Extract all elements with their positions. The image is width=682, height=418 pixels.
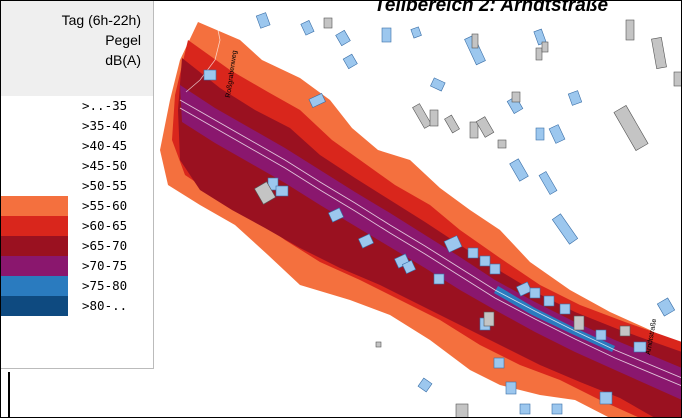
- legend-panel: Tag (6h-22h) Pegel dB(A) >..-35 >35-40 >40…: [0, 0, 154, 369]
- legend-label: >80-..: [82, 298, 128, 313]
- legend-class-row: >80-..: [0, 296, 153, 316]
- legend-label: >40-45: [82, 138, 128, 153]
- legend-swatch: [0, 196, 68, 216]
- legend-class-row: >..-35: [0, 96, 153, 116]
- legend-class-row: >35-40: [0, 116, 153, 136]
- legend-swatch: [0, 236, 68, 256]
- legend-class-row: >55-60: [0, 196, 153, 216]
- legend-swatch: [0, 296, 68, 316]
- legend-swatch: [0, 216, 68, 236]
- legend-swatch: [0, 116, 68, 136]
- legend-class-row: >75-80: [0, 276, 153, 296]
- legend-unit: dB(A): [105, 52, 141, 68]
- buildings-other: [254, 17, 682, 418]
- legend-label: >75-80: [82, 278, 128, 293]
- legend-swatch: [0, 256, 68, 276]
- legend-label: >65-70: [82, 238, 128, 253]
- legend-header: Tag (6h-22h) Pegel dB(A): [0, 0, 153, 96]
- legend-class-row: >65-70: [0, 236, 153, 256]
- legend-label: >45-50: [82, 158, 128, 173]
- legend-swatch: [0, 276, 68, 296]
- legend-label: >70-75: [82, 258, 128, 273]
- legend-label: >55-60: [82, 198, 128, 213]
- legend-quantity: Pegel: [105, 32, 141, 48]
- legend-swatch: [0, 176, 68, 196]
- legend-class-row: >70-75: [0, 256, 153, 276]
- buildings-residential: [203, 12, 676, 415]
- legend-label: >35-40: [82, 118, 128, 133]
- legend-label: >60-65: [82, 218, 128, 233]
- legend-class-row: >40-45: [0, 136, 153, 156]
- road-rossgrabenweg: [185, 19, 221, 93]
- frame-left-edge: [8, 372, 10, 418]
- legend-swatch: [0, 136, 68, 156]
- legend-swatch: [0, 96, 68, 116]
- legend-period: Tag (6h-22h): [61, 12, 141, 28]
- legend-class-row: >45-50: [0, 156, 153, 176]
- map-title: Teilbereich 2: Arndtstraße: [370, 0, 682, 17]
- legend-class-row: >50-55: [0, 176, 153, 196]
- legend-classes: >..-35 >35-40 >40-45 >45-50 >50-55 >55-60 >60-…: [0, 96, 153, 316]
- legend-label: >..-35: [82, 98, 128, 113]
- legend-label: >50-55: [82, 178, 128, 193]
- road-arndtstrasse: [179, 99, 682, 387]
- legend-swatch: [0, 156, 68, 176]
- legend-class-row: >60-65: [0, 216, 153, 236]
